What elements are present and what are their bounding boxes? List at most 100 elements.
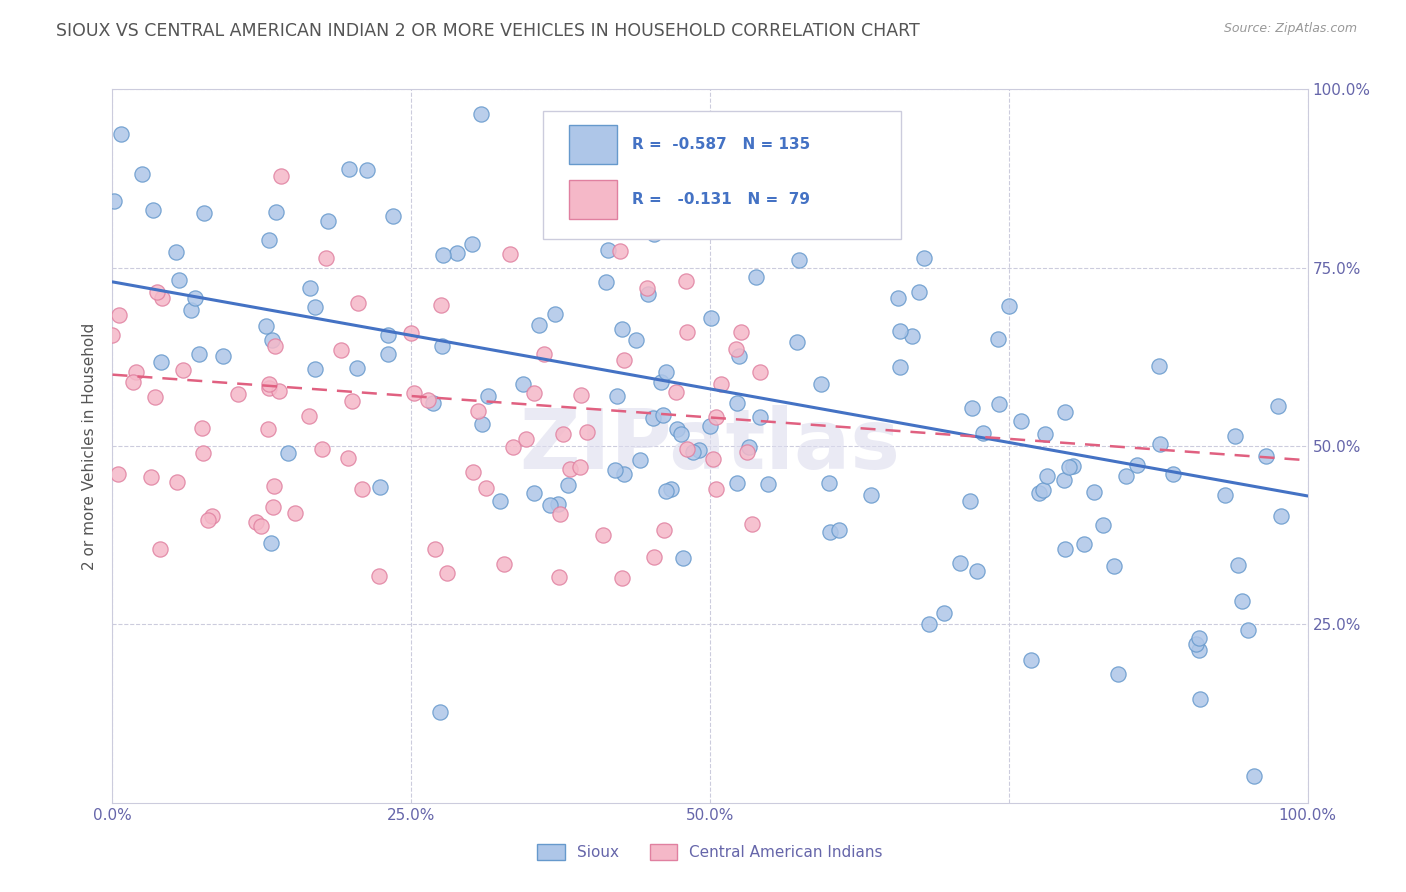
Point xyxy=(934,606,956,620)
Point xyxy=(548,569,571,583)
Point xyxy=(191,420,214,434)
Point xyxy=(399,326,422,340)
Point xyxy=(1010,414,1032,428)
Point xyxy=(628,452,651,467)
Point xyxy=(887,291,910,305)
Point xyxy=(889,360,911,375)
Point xyxy=(1188,631,1211,645)
Point xyxy=(643,227,665,241)
Point xyxy=(818,476,841,491)
Point xyxy=(700,310,723,325)
Point xyxy=(499,246,522,260)
Point xyxy=(432,338,454,352)
Point xyxy=(576,425,599,439)
Point xyxy=(172,363,194,377)
Point xyxy=(201,509,224,524)
Point xyxy=(342,393,364,408)
Point xyxy=(512,376,534,391)
Point xyxy=(908,285,931,300)
Point xyxy=(641,411,664,425)
Point xyxy=(460,236,482,251)
Point xyxy=(311,442,333,457)
Point xyxy=(959,493,981,508)
Point xyxy=(859,488,882,502)
Point xyxy=(211,350,233,364)
Point xyxy=(1270,508,1292,523)
Point xyxy=(263,479,285,493)
Point xyxy=(553,427,575,442)
Point xyxy=(735,445,758,459)
Point xyxy=(1115,469,1137,483)
Point xyxy=(1243,769,1265,783)
Point xyxy=(429,298,451,312)
Text: Source: ZipAtlas.com: Source: ZipAtlas.com xyxy=(1223,22,1357,36)
Point xyxy=(636,281,658,295)
Point xyxy=(558,462,581,476)
Point xyxy=(741,516,763,531)
Point xyxy=(676,442,699,456)
Point xyxy=(489,493,512,508)
Point xyxy=(226,386,249,401)
Point xyxy=(283,506,305,520)
Point xyxy=(1254,449,1277,463)
Point xyxy=(402,386,425,401)
Point xyxy=(110,127,132,141)
Point xyxy=(257,233,280,247)
Point xyxy=(592,528,614,542)
Point xyxy=(672,551,695,566)
Point xyxy=(254,318,277,333)
FancyBboxPatch shape xyxy=(543,111,901,239)
Point xyxy=(748,366,770,380)
Point xyxy=(523,486,546,500)
Point xyxy=(676,325,699,339)
Point xyxy=(557,478,579,492)
Point xyxy=(377,327,399,342)
Point xyxy=(264,204,287,219)
Point xyxy=(422,395,444,409)
Point xyxy=(917,616,939,631)
Point xyxy=(613,467,636,482)
Point xyxy=(467,404,489,418)
Point xyxy=(650,375,672,389)
Point xyxy=(470,107,492,121)
Point xyxy=(423,541,446,556)
Point xyxy=(1083,484,1105,499)
Point xyxy=(515,432,537,446)
Point xyxy=(637,287,659,301)
Point xyxy=(245,516,267,530)
Point xyxy=(346,296,368,310)
Point xyxy=(960,401,983,415)
Point xyxy=(652,408,675,422)
Point xyxy=(149,542,172,557)
Point xyxy=(260,535,283,549)
Point xyxy=(346,360,368,375)
Point xyxy=(828,523,851,537)
Point xyxy=(612,571,634,585)
Point xyxy=(595,275,617,289)
Point xyxy=(702,451,724,466)
Point xyxy=(699,419,721,434)
Point xyxy=(704,410,727,425)
Point xyxy=(356,162,378,177)
Point xyxy=(1057,459,1080,474)
Point xyxy=(643,549,665,564)
Point xyxy=(315,251,337,265)
Point xyxy=(901,328,924,343)
Point xyxy=(988,396,1011,410)
Point xyxy=(725,396,748,410)
Point xyxy=(544,307,567,321)
Text: R =   -0.131   N =  79: R = -0.131 N = 79 xyxy=(633,192,810,207)
Point xyxy=(661,483,683,497)
Point xyxy=(949,557,972,571)
Point xyxy=(461,465,484,479)
Point xyxy=(475,481,498,495)
Point xyxy=(436,566,458,580)
Point xyxy=(257,377,280,392)
Point xyxy=(1147,359,1170,373)
Text: ZIPatlas: ZIPatlas xyxy=(520,406,900,486)
Point xyxy=(1073,537,1095,551)
Point xyxy=(193,205,215,219)
Point xyxy=(682,445,704,459)
Point xyxy=(609,244,631,259)
Point xyxy=(1062,458,1084,473)
